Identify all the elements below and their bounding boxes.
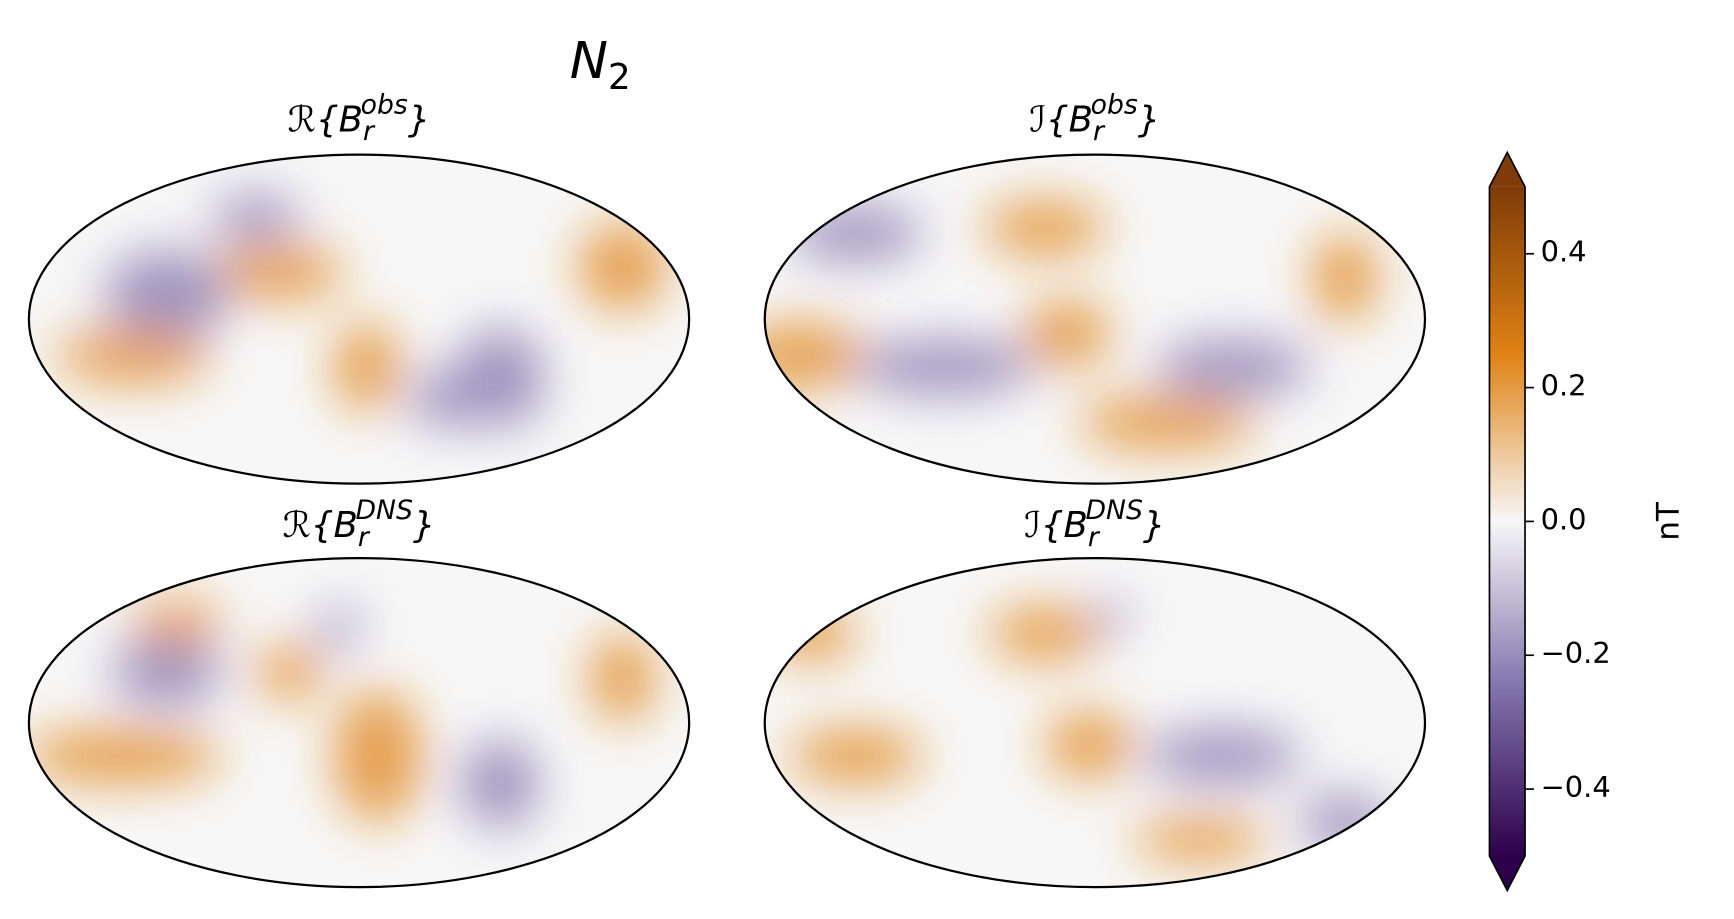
title-suffix: } bbox=[408, 99, 431, 140]
colorbar-outline bbox=[1488, 150, 1526, 893]
field-blob bbox=[1311, 233, 1379, 323]
field-blobs bbox=[55, 194, 667, 429]
title-superscript: obs bbox=[1091, 89, 1138, 120]
field-blobs bbox=[28, 600, 656, 829]
colorbar bbox=[1489, 186, 1526, 856]
field-blob bbox=[111, 639, 223, 706]
map-outline bbox=[27, 153, 691, 485]
field-blob bbox=[28, 728, 223, 784]
field-blob bbox=[411, 372, 478, 429]
map-field bbox=[55, 194, 667, 429]
map-outline bbox=[27, 556, 691, 889]
title-subscript: 2 bbox=[608, 57, 631, 98]
field-blob bbox=[589, 633, 656, 723]
colorbar-label: nT bbox=[1650, 501, 1686, 541]
field-blob bbox=[211, 244, 345, 301]
colorbar-extend-top bbox=[1489, 152, 1526, 187]
panel-title: ℐ{Brobs} bbox=[1029, 89, 1160, 147]
field-blob bbox=[764, 322, 868, 390]
panel-title: ℐ{BrDNS} bbox=[1024, 495, 1165, 553]
field-blob bbox=[1044, 711, 1134, 779]
field-blob bbox=[1094, 600, 1129, 634]
field-blob bbox=[1156, 339, 1312, 395]
panel-title: ℛ{BrDNS} bbox=[283, 495, 436, 553]
panel-title: ℛ{Brobs} bbox=[288, 89, 431, 147]
colorbar-tick-label: −0.4 bbox=[1541, 770, 1611, 804]
field-blob bbox=[578, 222, 667, 312]
title-prefix: ℛ{B bbox=[288, 99, 363, 140]
figure-title: N2 bbox=[570, 32, 631, 98]
title-subscript: r bbox=[358, 522, 371, 553]
field-blob bbox=[333, 689, 423, 823]
title-prefix: ℐ{B bbox=[1024, 505, 1088, 546]
colorbar-tick-label: 0.4 bbox=[1541, 235, 1587, 269]
field-blob bbox=[316, 608, 362, 649]
field-blob bbox=[1133, 817, 1268, 862]
field-blob bbox=[105, 250, 228, 340]
colorbar-tick-label: 0.2 bbox=[1541, 369, 1587, 403]
colorbar-extend-bottom bbox=[1489, 855, 1526, 891]
field-blob bbox=[855, 339, 1034, 395]
field-blob bbox=[1300, 794, 1390, 851]
field-blob bbox=[255, 644, 323, 701]
map-outline bbox=[763, 556, 1427, 889]
field-blob bbox=[766, 605, 856, 662]
title-superscript: obs bbox=[361, 89, 408, 120]
title-suffix: } bbox=[413, 505, 436, 546]
title-suffix: } bbox=[1138, 99, 1161, 140]
field-blob bbox=[989, 605, 1101, 662]
title-superscript: DNS bbox=[356, 495, 413, 526]
title-subscript: r bbox=[363, 116, 376, 147]
title-suffix: } bbox=[1143, 505, 1166, 546]
field-blob bbox=[1022, 300, 1112, 367]
field-blob bbox=[789, 205, 923, 262]
colorbar-tick-label: −0.2 bbox=[1541, 636, 1611, 670]
title-main: N bbox=[570, 32, 608, 91]
map-outline bbox=[763, 153, 1427, 485]
title-superscript: DNS bbox=[1086, 495, 1143, 526]
field-blob bbox=[461, 739, 540, 829]
title-subscript: r bbox=[1088, 522, 1101, 553]
field-blob bbox=[789, 728, 923, 784]
field-blob bbox=[211, 194, 301, 240]
field-blob bbox=[55, 328, 212, 384]
field-blob bbox=[133, 600, 223, 645]
field-blob bbox=[1144, 728, 1301, 784]
title-prefix: ℛ{B bbox=[283, 505, 358, 546]
field-blob bbox=[333, 322, 401, 412]
colorbar-tick-label: 0.0 bbox=[1541, 502, 1587, 536]
field-blob bbox=[455, 328, 545, 429]
map-field bbox=[28, 600, 656, 829]
field-blob bbox=[1078, 394, 1257, 451]
field-blob bbox=[983, 200, 1106, 256]
title-subscript: r bbox=[1093, 116, 1106, 147]
title-prefix: ℐ{B bbox=[1029, 99, 1093, 140]
